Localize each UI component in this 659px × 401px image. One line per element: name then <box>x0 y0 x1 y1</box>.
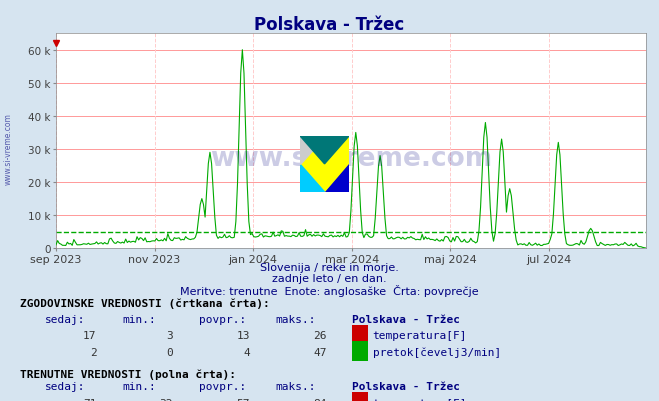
Text: Polskava - Tržec: Polskava - Tržec <box>352 381 460 391</box>
Text: povpr.:: povpr.: <box>199 381 246 391</box>
Bar <box>352 341 368 361</box>
Polygon shape <box>300 164 325 192</box>
Text: sedaj:: sedaj: <box>45 314 86 324</box>
Text: zadnje leto / en dan.: zadnje leto / en dan. <box>272 273 387 284</box>
Text: www.si-vreme.com: www.si-vreme.com <box>210 146 492 172</box>
Text: 32: 32 <box>159 398 173 401</box>
Text: 0: 0 <box>167 347 173 357</box>
Text: temperatura[F]: temperatura[F] <box>372 330 467 340</box>
Text: Polskava - Tržec: Polskava - Tržec <box>352 314 460 324</box>
Text: Polskava - Tržec: Polskava - Tržec <box>254 16 405 34</box>
Text: pretok[čevelj3/min]: pretok[čevelj3/min] <box>372 347 501 357</box>
Text: 47: 47 <box>313 347 327 357</box>
Text: min.:: min.: <box>122 381 156 391</box>
Text: min.:: min.: <box>122 314 156 324</box>
Text: TRENUTNE VREDNOSTI (polna črta):: TRENUTNE VREDNOSTI (polna črta): <box>20 369 236 379</box>
Text: 71: 71 <box>83 398 96 401</box>
Text: sedaj:: sedaj: <box>45 381 86 391</box>
Text: maks.:: maks.: <box>275 314 316 324</box>
Text: 17: 17 <box>83 330 96 340</box>
Text: 13: 13 <box>237 330 250 340</box>
Text: www.si-vreme.com: www.si-vreme.com <box>4 113 13 184</box>
Bar <box>352 392 368 401</box>
Text: 57: 57 <box>237 398 250 401</box>
Text: Meritve: trenutne  Enote: anglosaške  Črta: povprečje: Meritve: trenutne Enote: anglosaške Črta… <box>180 284 479 296</box>
Text: maks.:: maks.: <box>275 381 316 391</box>
Text: 2: 2 <box>90 347 96 357</box>
Text: 26: 26 <box>313 330 327 340</box>
Text: 84: 84 <box>313 398 327 401</box>
Text: Slovenija / reke in morje.: Slovenija / reke in morje. <box>260 263 399 273</box>
Bar <box>352 325 368 345</box>
Polygon shape <box>300 136 349 164</box>
Polygon shape <box>300 136 325 164</box>
Polygon shape <box>325 164 349 192</box>
Text: 4: 4 <box>243 347 250 357</box>
Text: ZGODOVINSKE VREDNOSTI (črtkana črta):: ZGODOVINSKE VREDNOSTI (črtkana črta): <box>20 298 270 309</box>
Text: 3: 3 <box>167 330 173 340</box>
Text: temperatura[F]: temperatura[F] <box>372 398 467 401</box>
Text: povpr.:: povpr.: <box>199 314 246 324</box>
